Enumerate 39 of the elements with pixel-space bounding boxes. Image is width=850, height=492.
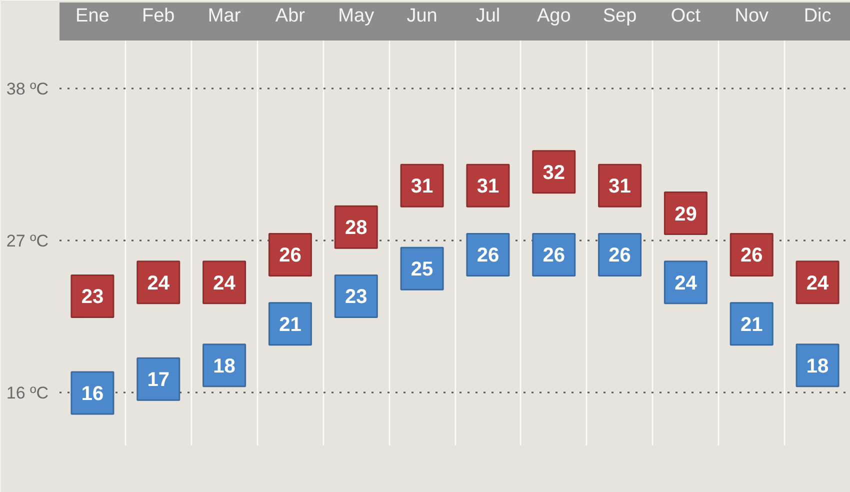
x-tick-label: Sep (602, 6, 637, 26)
x-tick-label: May (338, 6, 375, 26)
y-tick-label: 16 ºC (6, 383, 49, 402)
data-label: 24 (674, 272, 698, 294)
y-tick-label: 38 ºC (6, 79, 49, 98)
data-label: 21 (279, 314, 302, 336)
data-label: 24 (213, 272, 236, 294)
data-label: 26 (542, 244, 565, 267)
data-label: 31 (410, 176, 434, 198)
x-tick-label: Mar (208, 6, 242, 26)
y-tick-label: 27 ºC (6, 231, 49, 250)
data-label: 24 (806, 272, 830, 294)
data-label: 24 (147, 272, 170, 294)
data-label: 31 (608, 176, 631, 198)
data-label: 26 (608, 244, 631, 267)
data-label: 17 (147, 369, 170, 392)
data-label: 26 (740, 244, 763, 267)
data-label: 32 (542, 162, 565, 184)
data-label: 16 (81, 382, 104, 405)
data-label: 23 (81, 286, 104, 308)
data-label: 23 (345, 286, 368, 308)
data-label: 26 (279, 244, 302, 267)
x-tick-label: Jun (406, 6, 438, 26)
x-tick-label: Oct (670, 6, 702, 26)
x-tick-label: Nov (734, 6, 770, 26)
x-tick-label: Ene (76, 6, 110, 26)
data-label: 18 (806, 355, 829, 378)
x-tick-label: Ago (536, 6, 571, 26)
data-label: 21 (740, 314, 763, 336)
data-label: 25 (410, 258, 434, 281)
data-label: 18 (213, 355, 236, 378)
data-label: 26 (476, 244, 500, 267)
data-label: 31 (476, 176, 500, 198)
x-tick-label: Jul (476, 6, 500, 26)
data-label: 29 (674, 203, 697, 226)
x-tick-label: Abr (275, 6, 306, 26)
data-label: 28 (345, 217, 368, 240)
x-tick-label: Feb (142, 6, 175, 26)
x-tick-label: Dic (804, 6, 832, 26)
